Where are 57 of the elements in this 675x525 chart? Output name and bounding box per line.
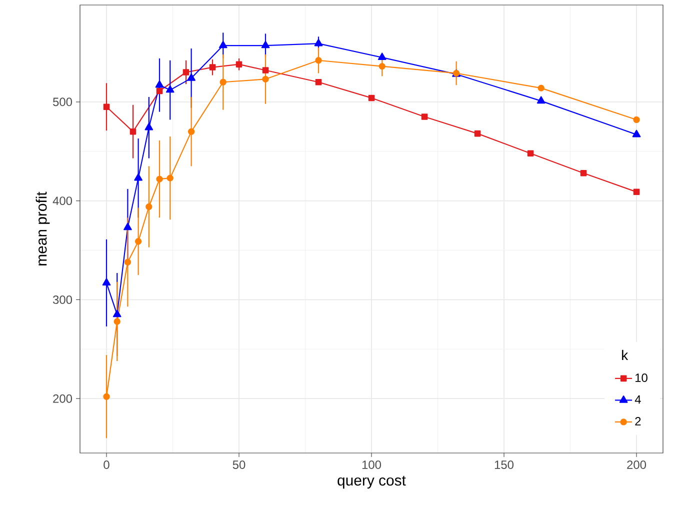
y-axis-title: mean profit (36, 192, 50, 266)
y-tick-label: 300 (52, 295, 72, 304)
point (134, 238, 142, 245)
point (538, 84, 544, 92)
point (632, 130, 641, 138)
x-tick-label: 100 (362, 460, 382, 469)
point (166, 174, 174, 182)
point (209, 64, 216, 70)
point (236, 61, 242, 68)
point (187, 73, 196, 81)
point (102, 278, 111, 286)
point (146, 203, 152, 210)
point (378, 62, 386, 70)
point (262, 76, 269, 83)
point (378, 52, 386, 60)
point (156, 88, 163, 94)
point (536, 96, 546, 104)
point (368, 94, 375, 102)
point (134, 173, 142, 181)
point (144, 122, 154, 130)
point (103, 104, 110, 110)
y-tick-label: 200 (53, 394, 72, 403)
x-tick-label: 50 (232, 460, 246, 469)
point (182, 69, 190, 76)
legend-label: 10 (636, 374, 648, 382)
x-tick-label: 150 (494, 460, 514, 469)
point (218, 40, 228, 48)
point (124, 222, 132, 230)
point (220, 78, 226, 86)
point (130, 128, 136, 135)
point (315, 78, 322, 86)
x-axis-title: query cost (338, 476, 406, 489)
point (314, 38, 323, 46)
point (527, 150, 534, 156)
point (166, 85, 174, 93)
point (633, 188, 640, 196)
point (114, 318, 120, 325)
point (580, 170, 587, 176)
x-tick-label: 200 (627, 460, 646, 469)
point (112, 310, 122, 318)
point (315, 57, 322, 64)
point (103, 393, 110, 400)
point (155, 80, 164, 88)
point (261, 40, 270, 48)
point (421, 114, 428, 120)
point (124, 258, 132, 266)
y-tick-label: 400 (52, 196, 72, 206)
legend-label: 2 (635, 417, 641, 426)
legend-title: k (622, 350, 628, 360)
point (156, 176, 163, 182)
y-tick-label: 500 (53, 98, 72, 106)
point (633, 116, 640, 124)
point (474, 130, 481, 137)
point (188, 128, 195, 135)
point (262, 67, 269, 74)
legend-label: 4 (634, 395, 641, 404)
x-tick-label: 0 (104, 460, 110, 469)
